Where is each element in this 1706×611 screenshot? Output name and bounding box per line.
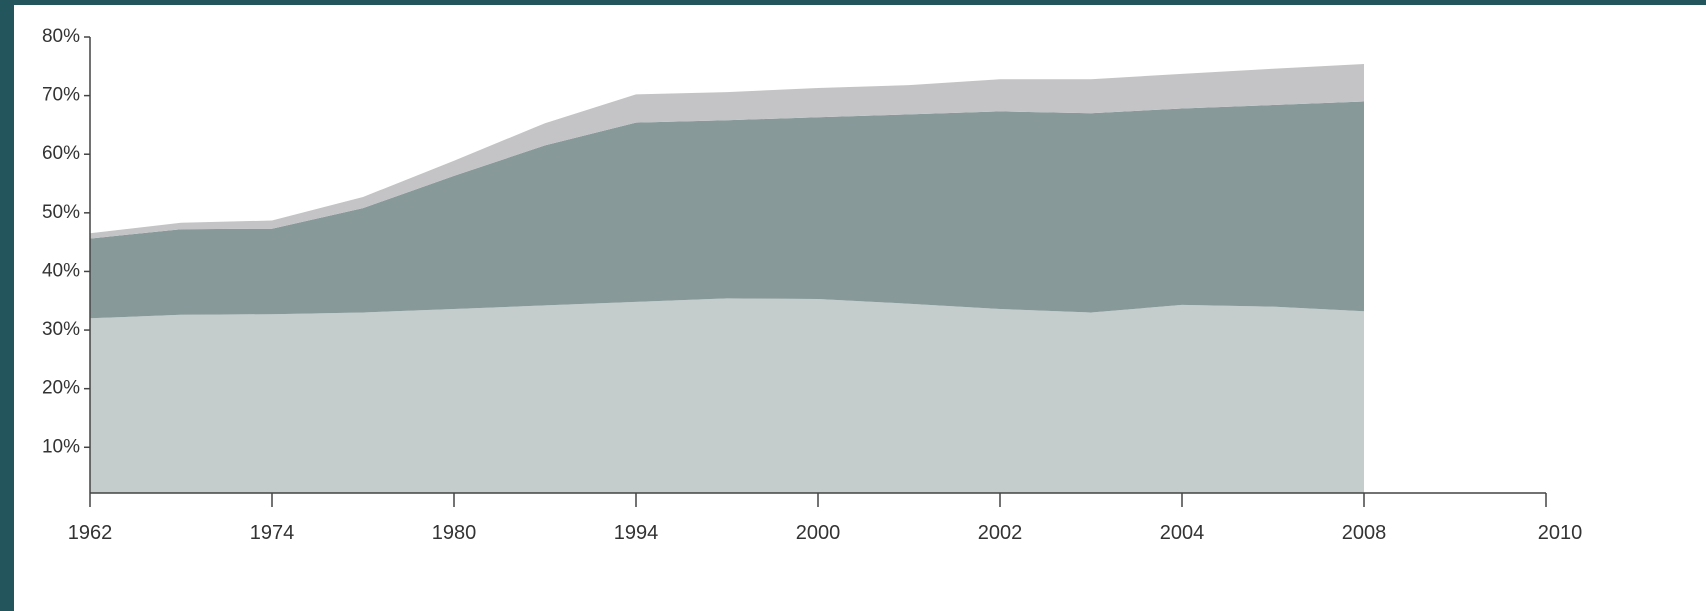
x-tick-label: 1994	[614, 522, 659, 544]
y-tick-label: 30%	[42, 319, 80, 340]
x-tick-label: 1974	[250, 522, 295, 544]
chart-frame: 10% 20% 30% 40% 50% 60% 70% 80% 1962 1974 1980 199…	[14, 5, 1706, 611]
x-tick-label: 2002	[978, 522, 1023, 544]
y-tick-label: 80%	[42, 26, 80, 47]
x-axis: 1962 1974 1980 1994 2000 2002 2004 2008 2010	[68, 492, 1583, 544]
x-tick-label: 2010	[1538, 522, 1583, 544]
y-tick-label: 40%	[42, 260, 80, 281]
y-tick-label: 70%	[42, 85, 80, 106]
chart-areas	[90, 64, 1364, 493]
x-tick-label: 2008	[1342, 522, 1387, 544]
area-chart: 10% 20% 30% 40% 50% 60% 70% 80% 1962 1974 1980 199…	[42, 26, 1583, 544]
area-series-2	[90, 101, 1364, 319]
x-tick-label: 1980	[432, 522, 477, 544]
y-tick-label: 10%	[42, 436, 80, 457]
y-tick-label: 20%	[42, 378, 80, 399]
y-tick-label: 50%	[42, 202, 80, 223]
y-tick-label: 60%	[42, 143, 80, 164]
y-axis: 10% 20% 30% 40% 50% 60% 70% 80%	[42, 26, 91, 493]
x-tick-label: 2004	[1160, 522, 1205, 544]
x-tick-label: 1962	[68, 522, 113, 544]
x-tick-label: 2000	[796, 522, 841, 544]
area-series-1	[90, 298, 1364, 493]
area-series-3	[90, 64, 1364, 239]
